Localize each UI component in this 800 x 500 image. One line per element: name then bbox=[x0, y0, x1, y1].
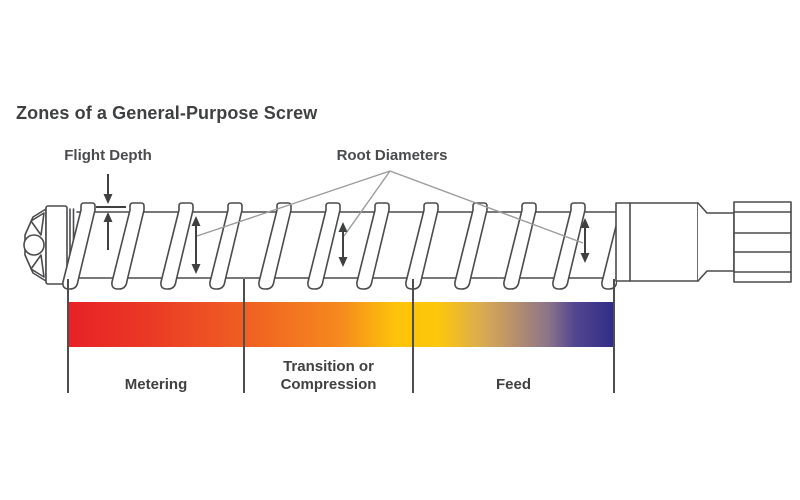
root-diameter-arrows bbox=[191, 216, 590, 274]
zone-label-metering: Metering bbox=[68, 356, 244, 394]
root-diameters-label: Root Diameters bbox=[336, 147, 448, 164]
zone-label-transition: Transition or Compression bbox=[244, 356, 413, 394]
screw-collar bbox=[45, 205, 68, 285]
flight-depth-arrow bbox=[96, 174, 126, 250]
zone-divider-metering-transition bbox=[243, 279, 245, 393]
zone-divider-transition-feed bbox=[412, 279, 414, 393]
zone-label-feed: Feed bbox=[413, 356, 614, 394]
zone-gradient-bar bbox=[68, 302, 613, 347]
zone-label-line: Metering bbox=[124, 376, 188, 393]
zone-label-line: Transition or bbox=[283, 358, 374, 375]
screw-shank bbox=[615, 202, 699, 282]
zone-divider-left bbox=[67, 279, 69, 393]
screw-flights bbox=[62, 202, 617, 290]
root-diameters-leader-lines bbox=[196, 170, 584, 244]
zone-divider-right bbox=[613, 279, 615, 393]
screw-coupling bbox=[733, 201, 792, 283]
zone-label-line: Feed bbox=[495, 376, 531, 393]
zone-label-line: Compression bbox=[280, 376, 377, 393]
flight-depth-label: Flight Depth bbox=[64, 147, 152, 164]
screw-drawing bbox=[23, 201, 792, 290]
diagram-title: Zones of a General-Purpose Screw bbox=[16, 103, 318, 123]
